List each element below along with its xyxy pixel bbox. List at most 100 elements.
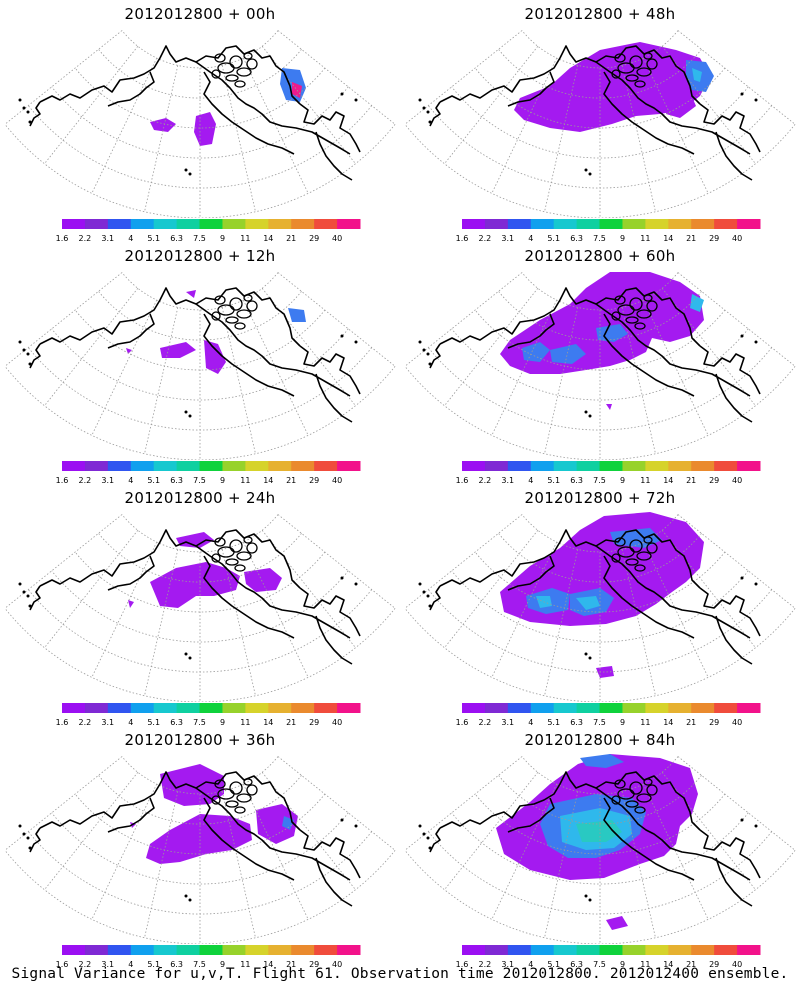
colorbar-tick-label: 6.3	[570, 960, 583, 969]
colorbar-tick-label: 4	[528, 234, 533, 243]
colorbar-tick-label: 3.1	[101, 234, 114, 243]
signal-patch	[596, 666, 614, 678]
colorbar-swatch	[599, 461, 623, 471]
colorbar-swatch	[737, 219, 761, 229]
colorbar-tick-label: 2.2	[79, 718, 92, 727]
arctic-island	[236, 67, 252, 77]
colorbar-swatch	[691, 219, 715, 229]
coastline	[507, 555, 555, 591]
colorbar: 1.6 2.2 3.1 4 5.1 6.3 7.5 9 11 14 21 29 40	[56, 945, 361, 969]
coastline	[203, 555, 295, 639]
meridian-line	[491, 57, 558, 194]
coastline	[603, 555, 695, 639]
colorbar-swatch	[691, 461, 715, 471]
colorbar-swatch	[622, 461, 646, 471]
small-island	[588, 898, 592, 902]
latitude-circle	[74, 551, 326, 613]
colorbar-swatch	[337, 703, 361, 713]
colorbar-swatch	[176, 703, 201, 713]
colorbar-swatch	[199, 945, 223, 955]
colorbar-swatch	[222, 703, 246, 713]
colorbar-swatch	[645, 703, 669, 713]
meridian-line	[621, 791, 656, 938]
colorbar-swatch	[199, 461, 223, 471]
latitude-circle	[498, 49, 702, 99]
arctic-island	[229, 539, 243, 553]
colorbar-tick-label: 2.2	[479, 234, 492, 243]
coastline	[39, 287, 301, 347]
colorbar-tick-label: 21	[686, 476, 696, 485]
signal-patch	[150, 118, 176, 132]
colorbar-swatch	[268, 945, 292, 955]
meridian-line	[144, 549, 179, 696]
latitude-circle	[521, 514, 679, 553]
colorbar-tick-label: 1.6	[56, 476, 69, 485]
colorbar-tick-label: 2.2	[479, 718, 492, 727]
meridian-line	[144, 791, 179, 938]
colorbar-tick-label: 3.1	[501, 960, 514, 969]
arctic-island	[243, 536, 253, 544]
small-island	[26, 594, 30, 598]
colorbar: 1.6 2.2 3.1 4 5.1 6.3 7.5 9 11 14 21 29 40	[56, 703, 361, 727]
latitude-circle	[98, 49, 302, 99]
signal-patch	[244, 568, 282, 592]
graticule	[404, 272, 796, 460]
colorbar-swatch	[84, 703, 109, 713]
signal-patch	[288, 308, 306, 322]
meridian-line	[444, 288, 539, 406]
panel-title: 2012012800 + 60h	[524, 247, 676, 265]
meridian-line	[642, 299, 709, 436]
panel-title: 2012012800 + 12h	[124, 247, 276, 265]
small-island	[740, 92, 744, 96]
meridian-line	[444, 772, 539, 890]
arctic-island	[611, 311, 621, 321]
small-island	[354, 98, 358, 102]
colorbar-swatch	[691, 945, 715, 955]
map-panel-p60: 2012012800 + 60h 1.6 2.2 3.1 4 5.1 6.3 7.5 9 11 14…	[400, 242, 800, 487]
latitude-circle	[98, 775, 302, 825]
colorbar-tick-label: 7.5	[193, 476, 206, 485]
colorbar-tick-label: 29	[709, 234, 719, 243]
graticule	[404, 30, 796, 218]
coastline	[715, 615, 753, 665]
colorbar-tick-label: 14	[663, 234, 673, 243]
signal-patch	[550, 344, 586, 364]
colorbar: 1.6 2.2 3.1 4 5.1 6.3 7.5 9 11 14 21 29 40	[456, 461, 761, 485]
colorbar-tick-label: 5.1	[547, 476, 560, 485]
meridian-line	[242, 783, 309, 920]
latitude-circle	[98, 291, 302, 341]
small-island	[584, 652, 588, 656]
meridian-line	[221, 549, 256, 696]
coastline	[429, 585, 441, 611]
colorbar-swatch	[153, 945, 178, 955]
meridian-line	[677, 756, 796, 851]
small-island	[26, 352, 30, 356]
signal-patch	[580, 754, 624, 768]
coastline	[39, 771, 301, 831]
small-island	[418, 824, 422, 828]
coastline	[299, 829, 361, 879]
coastline	[299, 103, 361, 153]
arctic-island	[225, 558, 239, 566]
meridian-line	[4, 756, 123, 851]
map-panel-p36: 2012012800 + 36h 1.6 2.2 3.1 4 5.1 6.3 7.5 9 11 14…	[0, 726, 400, 971]
arctic-island	[229, 55, 243, 69]
colorbar-swatch	[484, 219, 509, 229]
map-panel-p12: 2012012800 + 12h 1.6 2.2 3.1 4 5.1 6.3 7.5 9 11 14…	[0, 242, 400, 487]
small-island	[28, 362, 32, 366]
colorbar-swatch	[462, 219, 486, 229]
colorbar-tick-label: 14	[663, 960, 673, 969]
coastline	[107, 71, 155, 107]
colorbar-tick-label: 11	[240, 718, 250, 727]
signal-patch	[606, 916, 628, 930]
signal-patch	[146, 814, 252, 864]
colorbar-swatch	[714, 461, 738, 471]
colorbar-tick-label: 6.3	[170, 718, 183, 727]
colorbar-tick-label: 40	[732, 960, 742, 969]
colorbar-tick-label: 40	[332, 960, 342, 969]
colorbar-tick-label: 5.1	[547, 960, 560, 969]
coastline	[715, 857, 753, 907]
small-island	[418, 98, 422, 102]
arctic-island	[646, 300, 658, 312]
colorbar-tick-label: 29	[309, 718, 319, 727]
